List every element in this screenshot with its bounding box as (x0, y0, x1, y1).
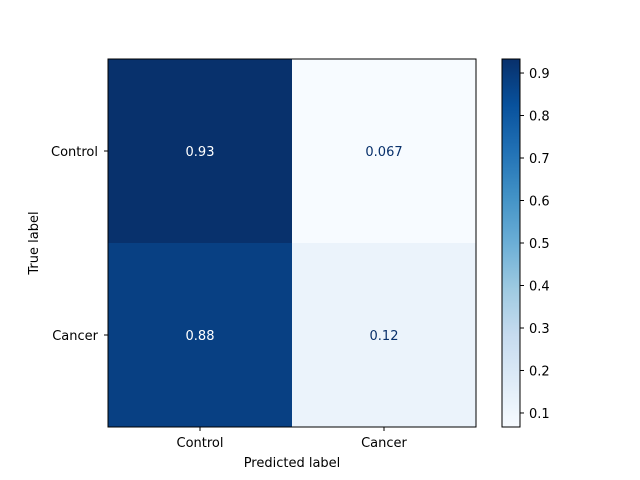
cell-value-label: 0.12 (370, 329, 399, 344)
cell-value-label: 0.88 (186, 329, 215, 344)
plot-frame (107, 58, 477, 428)
cell-value-label: 0.93 (186, 145, 215, 160)
colorbar-tick-label: 0.1 (529, 407, 550, 422)
x-tick-label: Control (177, 436, 224, 451)
x-tick-label: Cancer (361, 436, 407, 451)
heatmap-cell (108, 59, 292, 243)
y-tick-label: Control (51, 145, 98, 160)
heatmap-cell-labels: 0.93 0.067 0.88 0.12 (186, 145, 403, 344)
colorbar-tick-label: 0.7 (529, 152, 550, 167)
x-axis-ticks: Control Cancer (177, 427, 408, 451)
heatmap-cell (292, 59, 476, 243)
y-tick-label: Cancer (52, 329, 98, 344)
cell-value-label: 0.067 (365, 145, 402, 160)
heatmap-cell (108, 243, 292, 427)
heatmap-cell (292, 243, 476, 427)
colorbar-ticks: 0.1 0.2 0.3 0.4 0.5 0.6 0.7 0.8 0.9 (520, 67, 550, 422)
colorbar-tick-label: 0.9 (529, 67, 550, 82)
colorbar (502, 59, 520, 427)
x-axis-label: Predicted label (244, 456, 341, 471)
y-axis-ticks: Control Cancer (51, 145, 108, 344)
colorbar-tick-label: 0.5 (529, 237, 550, 252)
colorbar-tick-label: 0.2 (529, 364, 550, 379)
colorbar-tick-label: 0.3 (529, 322, 550, 337)
colorbar-tick-label: 0.6 (529, 195, 550, 210)
colorbar-tick-label: 0.4 (529, 279, 550, 294)
heatmap-cells (108, 59, 476, 427)
y-axis-label: True label (27, 211, 42, 275)
colorbar-tick-label: 0.8 (529, 110, 550, 125)
